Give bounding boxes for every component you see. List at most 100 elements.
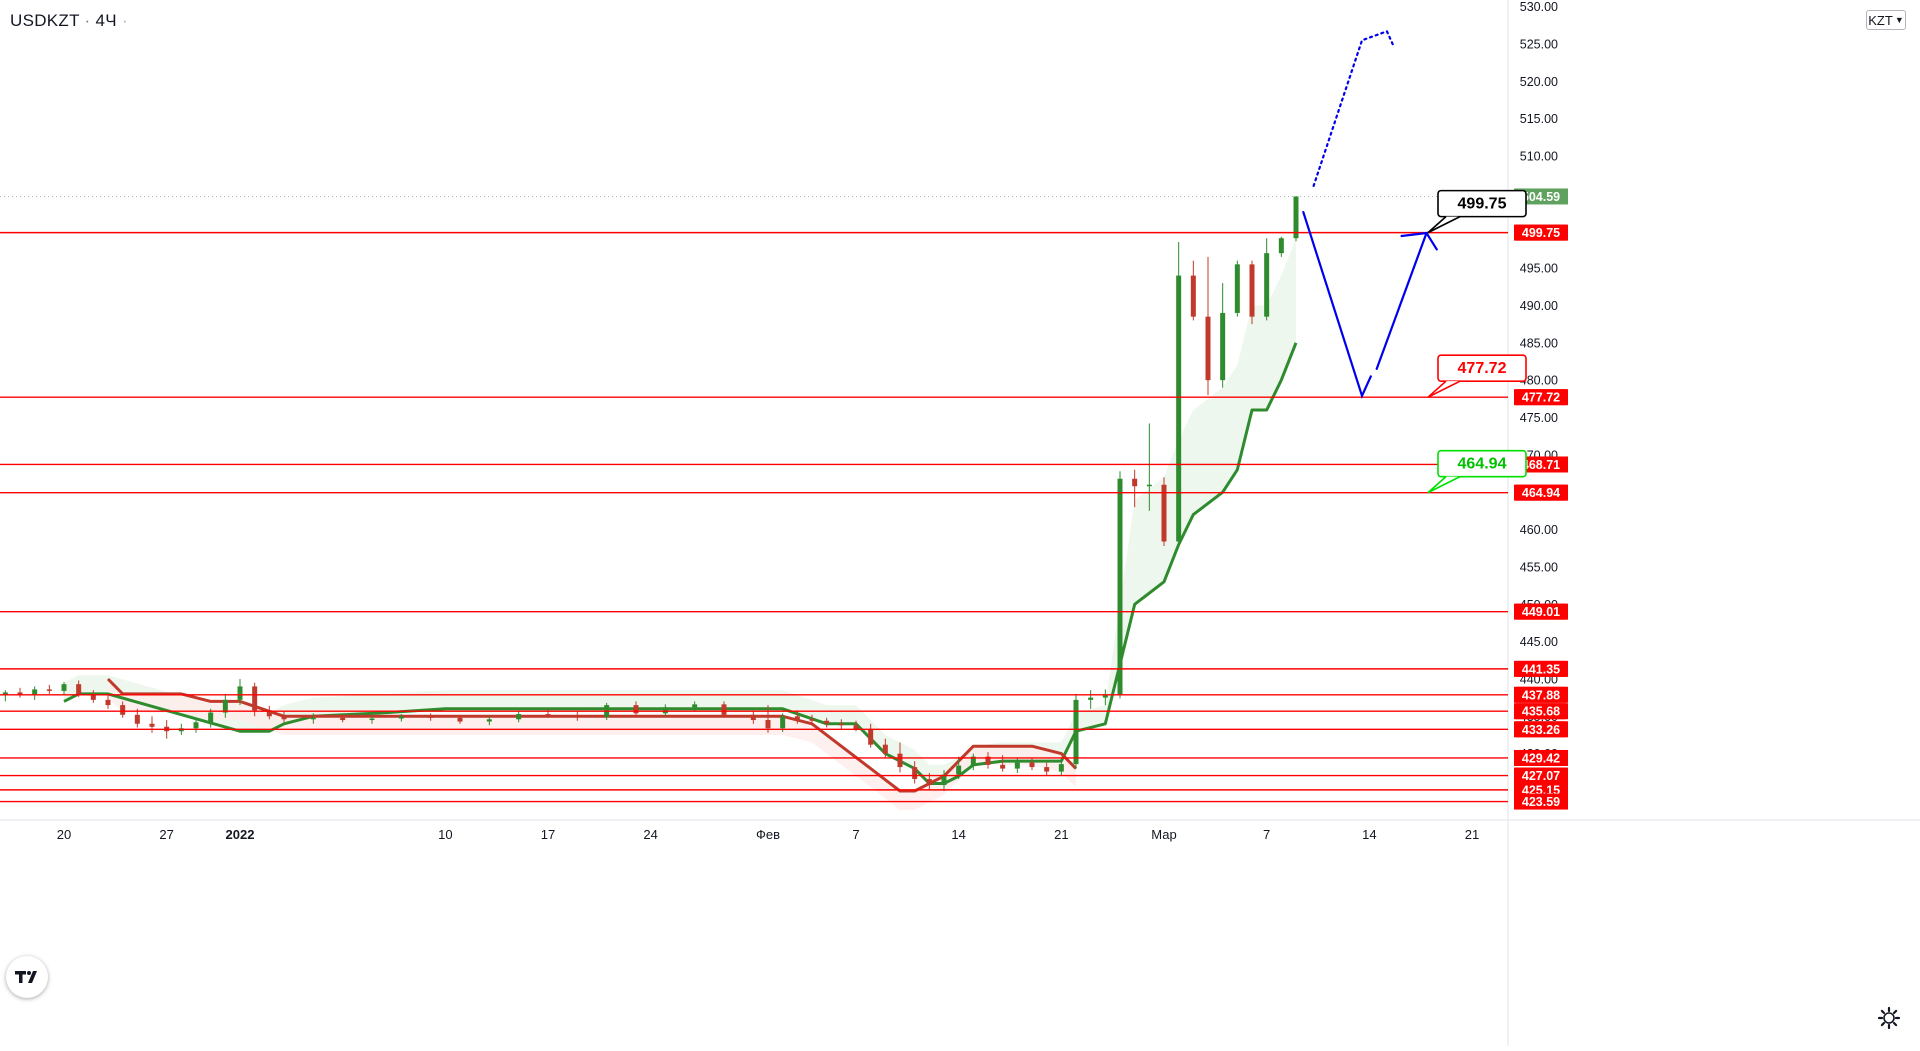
y-tick-label: 510.00 xyxy=(1520,150,1558,164)
candle-body xyxy=(2,692,8,695)
candle-body xyxy=(545,714,551,717)
projection-arrow xyxy=(1425,231,1438,251)
x-tick-label: Фев xyxy=(756,827,780,842)
level-price-label: 441.35 xyxy=(1522,662,1560,676)
candle-body xyxy=(765,720,771,729)
projection-arrow xyxy=(1375,231,1429,370)
x-tick-label: 20 xyxy=(57,827,71,842)
candle-body xyxy=(1088,697,1094,700)
symbol-name: USDKZT xyxy=(10,11,80,30)
x-tick-label: 27 xyxy=(159,827,173,842)
candle-body xyxy=(633,705,639,714)
level-price-tag xyxy=(1514,793,1568,810)
x-tick-label: 24 xyxy=(643,827,657,842)
callout-label: 464.94 xyxy=(1458,456,1507,473)
level-price-label: 423.59 xyxy=(1522,795,1560,809)
x-tick-label: 17 xyxy=(541,827,555,842)
callout-pointer xyxy=(1427,380,1461,398)
level-price-tag xyxy=(1514,224,1568,241)
level-price-label: 427.07 xyxy=(1522,769,1560,783)
candle-body xyxy=(1132,478,1138,487)
candle-body xyxy=(838,723,844,726)
candle-body xyxy=(17,692,23,696)
candle-body xyxy=(692,704,698,708)
candle-body xyxy=(1234,264,1240,313)
candle-body xyxy=(1000,764,1006,769)
level-price-label: 437.88 xyxy=(1522,688,1560,702)
level-price-label: 499.75 xyxy=(1522,226,1560,240)
callout-label: 499.75 xyxy=(1458,196,1507,213)
candle-body xyxy=(912,767,918,780)
currency-select[interactable]: KZT ▼ xyxy=(1866,10,1906,30)
level-price-tag xyxy=(1514,767,1568,784)
candle-body xyxy=(897,753,903,768)
level-price-tag xyxy=(1514,456,1568,473)
candle-body xyxy=(1278,238,1284,254)
candle-body xyxy=(1102,694,1108,698)
candle-body xyxy=(1014,762,1020,769)
y-tick-label: 520.00 xyxy=(1520,75,1558,89)
candle-body xyxy=(398,716,404,719)
candle-body xyxy=(486,719,492,722)
callout-box xyxy=(1437,449,1527,478)
candle-body xyxy=(1058,764,1064,772)
candle-body xyxy=(1073,699,1079,765)
x-tick-label: 2022 xyxy=(226,827,255,842)
projection-dotted-arrow xyxy=(1312,29,1396,187)
y-tick-label: 525.00 xyxy=(1520,38,1558,52)
candle-body xyxy=(310,717,316,720)
gear-icon[interactable] xyxy=(1876,1005,1902,1031)
candle-body xyxy=(237,686,243,700)
x-tick-label: 21 xyxy=(1054,827,1068,842)
candle-body xyxy=(780,716,786,729)
x-tick-label: 7 xyxy=(1263,827,1270,842)
candle-body xyxy=(32,689,38,696)
candle-body xyxy=(941,774,947,786)
y-tick-label: 515.00 xyxy=(1520,112,1558,126)
level-price-label: 433.26 xyxy=(1522,723,1560,737)
y-tick-label: 475.00 xyxy=(1520,411,1558,425)
x-tick-label: 14 xyxy=(951,827,965,842)
candle-body xyxy=(1146,484,1152,487)
level-price-label: 464.94 xyxy=(1522,486,1560,500)
candle-body xyxy=(574,716,580,718)
candle-body xyxy=(208,712,214,723)
callout-label: 477.72 xyxy=(1458,360,1507,377)
candle-body xyxy=(516,714,522,720)
interval-label: 4Ч xyxy=(95,11,117,30)
candle-body xyxy=(809,719,815,721)
symbol-title[interactable]: USDKZT · 4Ч · xyxy=(10,11,128,31)
x-tick-label: Мар xyxy=(1151,827,1176,842)
y-tick-label: 485.00 xyxy=(1520,336,1558,350)
x-tick-label: 7 xyxy=(852,827,859,842)
level-price-label: 449.01 xyxy=(1522,605,1560,619)
candle-body xyxy=(1264,253,1270,317)
x-tick-label: 14 xyxy=(1362,827,1376,842)
supertrend-resistance-line xyxy=(106,677,1078,793)
candle-body xyxy=(970,756,976,766)
tradingview-logo-icon[interactable] xyxy=(6,956,48,998)
candle-body xyxy=(1176,275,1182,542)
candle-body xyxy=(61,684,67,691)
supertrend-support-line xyxy=(63,342,1298,785)
candle-body xyxy=(222,699,228,713)
candle-body xyxy=(1220,312,1226,381)
candle-body xyxy=(750,714,756,721)
y-tick-label: 455.00 xyxy=(1520,560,1558,574)
level-price-tag xyxy=(1514,484,1568,501)
candle-body xyxy=(369,718,375,721)
level-price-label: 435.68 xyxy=(1522,705,1560,719)
level-price-label: 429.42 xyxy=(1522,751,1560,765)
candle-body xyxy=(794,716,800,720)
level-price-label: 468.71 xyxy=(1522,458,1560,472)
candle-body xyxy=(721,704,727,715)
candle-body xyxy=(149,723,155,727)
title-separator: · xyxy=(84,11,96,30)
level-price-tag xyxy=(1514,721,1568,738)
candle-body xyxy=(428,716,434,718)
level-price-tag xyxy=(1514,686,1568,703)
projection-arrow xyxy=(1302,211,1372,399)
candle-body xyxy=(1190,275,1196,317)
level-price-label: 477.72 xyxy=(1522,391,1560,405)
